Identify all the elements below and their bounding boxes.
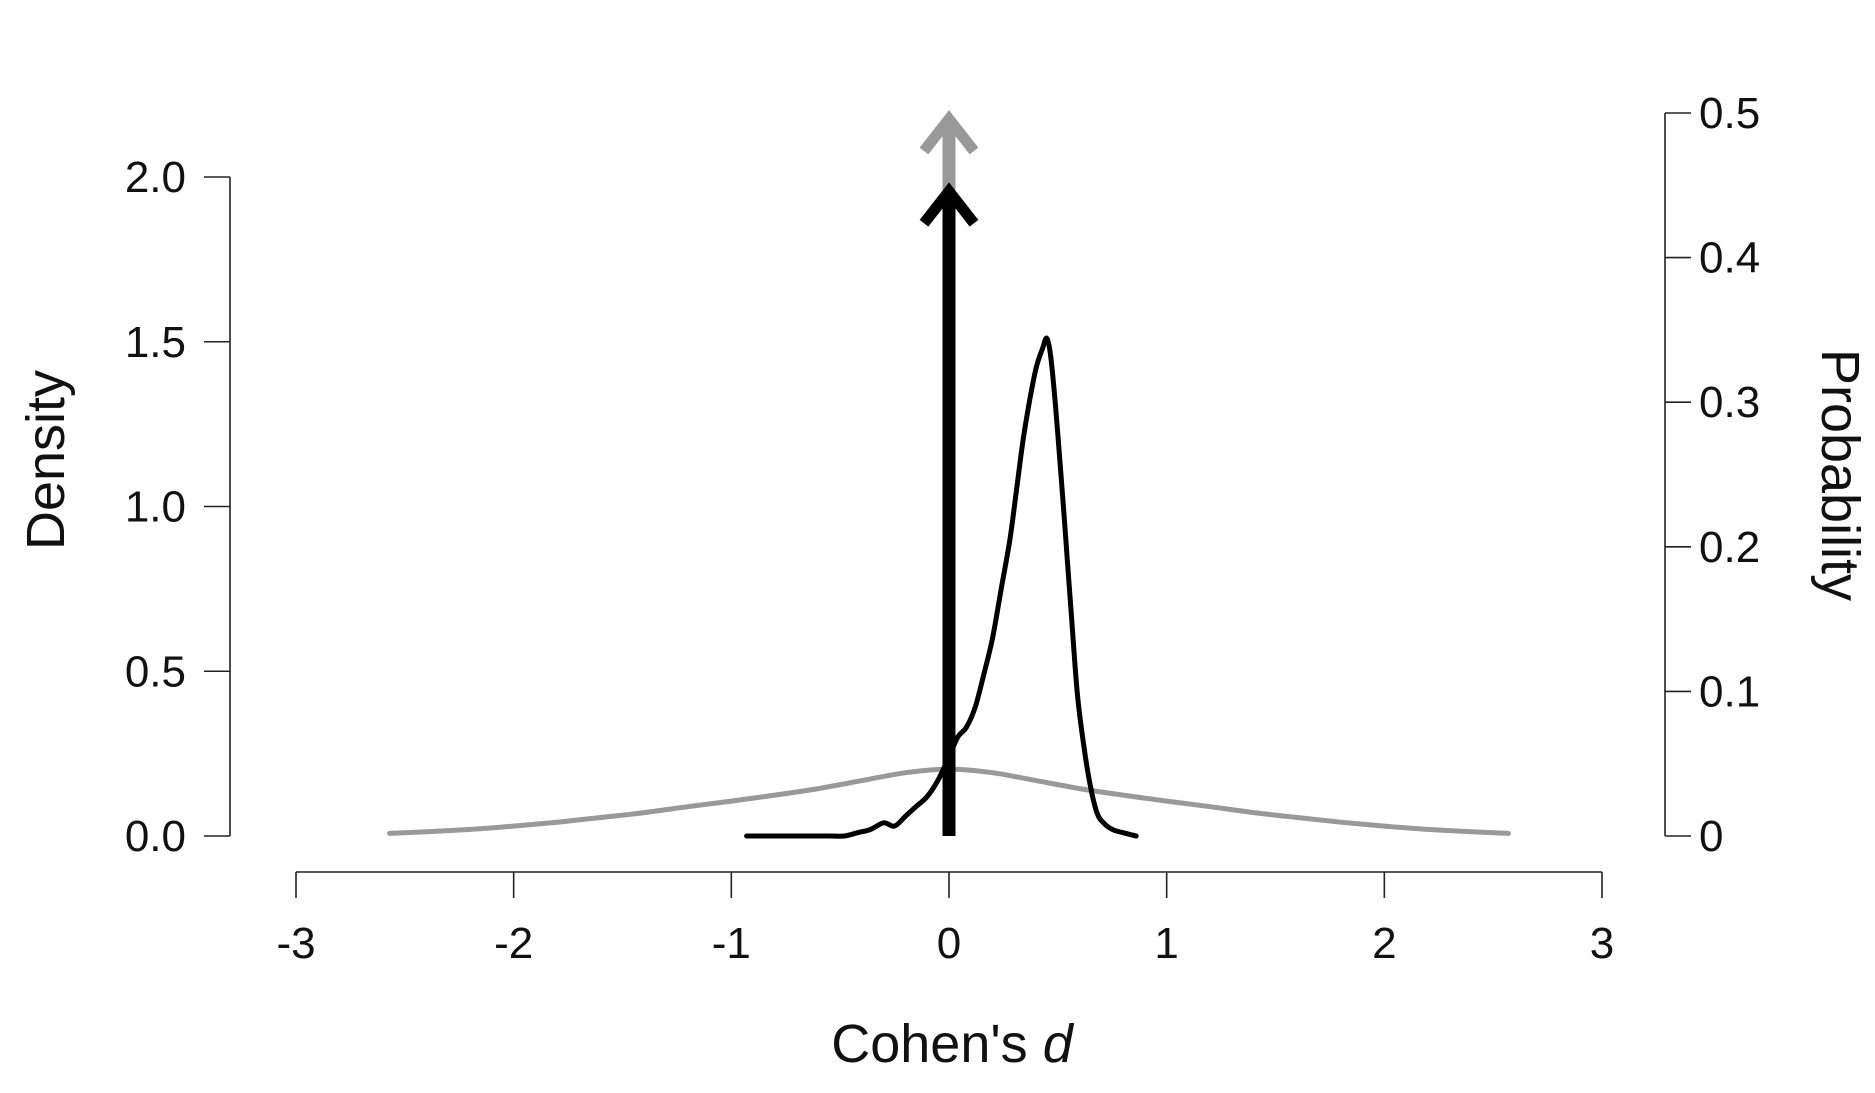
y-left-tick-label: 1.5 [125, 318, 186, 367]
x-axis-title: Cohen's d [831, 1014, 1074, 1074]
y-left-tick-label: 0.5 [125, 647, 186, 696]
prior-arrow-head [919, 110, 979, 155]
y-right-tick-label: 0.5 [1699, 89, 1760, 138]
x-tick-label: -2 [494, 919, 533, 968]
y-left-axis-title: Density [16, 370, 76, 550]
y-right-tick-label: 0.3 [1699, 378, 1760, 427]
y-left-tick-label: 2.0 [125, 153, 186, 202]
x-axis-title-italic: d [1043, 1014, 1075, 1074]
y-right-ticks: 0 0.1 0.2 0.3 0.4 0.5 [1665, 89, 1760, 861]
x-axis-title-main: Cohen's [831, 1014, 1042, 1074]
axes-group: -3 -2 -1 0 1 2 3 0.0 0.5 1.0 1.5 2.0 0 0.1 0.2 0.3 0.4… [125, 89, 1760, 968]
x-ticks: -3 -2 -1 0 1 2 3 [276, 872, 1614, 968]
y-right-tick-label: 0.1 [1699, 667, 1760, 716]
posterior-point-mass-arrow [919, 182, 979, 836]
y-right-tick-label: 0.4 [1699, 234, 1760, 283]
y-left-tick-label: 0.0 [125, 812, 186, 861]
x-tick-label: -3 [276, 919, 315, 968]
arrows-group [919, 110, 979, 836]
posterior-arrow-head [919, 182, 979, 227]
y-left-tick-label: 1.0 [125, 483, 186, 532]
x-tick-label: 2 [1372, 919, 1396, 968]
x-tick-label: 0 [937, 919, 961, 968]
y-right-tick-label: 0.2 [1699, 523, 1760, 572]
x-tick-label: 1 [1154, 919, 1178, 968]
y-right-axis-title: Probability [1810, 349, 1870, 601]
x-tick-label: 3 [1590, 919, 1614, 968]
y-left-ticks: 0.0 0.5 1.0 1.5 2.0 [125, 153, 230, 861]
posterior-density-curve [744, 335, 1139, 839]
y-right-tick-label: 0 [1699, 812, 1723, 861]
x-tick-label: -1 [712, 919, 751, 968]
